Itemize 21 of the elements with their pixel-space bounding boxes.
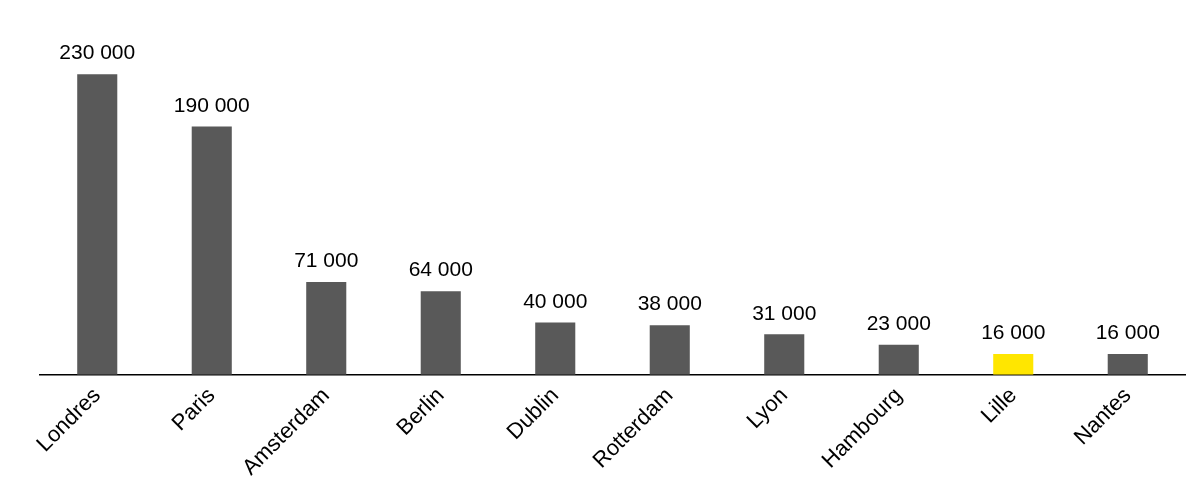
bar xyxy=(420,291,461,375)
bar xyxy=(306,281,347,375)
data-label: 31 000 xyxy=(752,300,817,324)
bar xyxy=(993,353,1034,375)
bar xyxy=(77,74,118,375)
data-label: 38 000 xyxy=(637,291,702,315)
x-tick-label: Lille xyxy=(975,382,1022,428)
data-label: 23 000 xyxy=(866,311,931,335)
bar xyxy=(878,344,919,375)
data-label: 190 000 xyxy=(173,92,250,116)
data-label: 230 000 xyxy=(59,40,136,64)
data-label: 40 000 xyxy=(523,288,588,312)
bar xyxy=(1107,353,1148,375)
bar xyxy=(649,325,690,375)
data-label: 64 000 xyxy=(408,257,473,281)
bar xyxy=(191,126,232,375)
data-label: 71 000 xyxy=(294,248,359,272)
bar xyxy=(764,334,805,375)
data-label: 16 000 xyxy=(981,320,1046,344)
data-label: 16 000 xyxy=(1095,320,1160,344)
bar xyxy=(535,322,576,375)
